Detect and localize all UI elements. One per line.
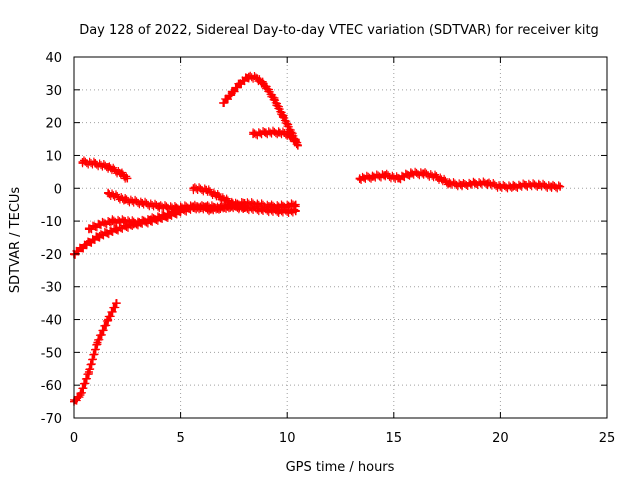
- data-point: [521, 180, 530, 189]
- y-tick-label: -50: [41, 346, 62, 361]
- data-point: [261, 128, 270, 137]
- x-tick-label: 5: [176, 431, 184, 446]
- y-tick-label: 30: [45, 84, 62, 99]
- y-tick-label: -30: [41, 281, 62, 296]
- x-tick-label: 25: [599, 431, 616, 446]
- data-point: [202, 185, 211, 194]
- data-point: [236, 79, 245, 88]
- data-point: [253, 74, 262, 83]
- data-point: [95, 220, 104, 229]
- plot-frame: [73, 56, 608, 419]
- data-point: [291, 136, 300, 145]
- data-point: [291, 207, 300, 216]
- data-point: [509, 182, 518, 191]
- data-point: [278, 112, 287, 121]
- data-point: [419, 169, 428, 178]
- data-point: [355, 174, 364, 183]
- data-point: [534, 180, 543, 189]
- data-point: [104, 315, 113, 324]
- data-point: [445, 179, 454, 188]
- y-tick-label: 20: [45, 117, 62, 132]
- y-tick-label: 40: [45, 51, 62, 66]
- data-point: [432, 172, 441, 181]
- y-tick-label: -10: [41, 215, 62, 230]
- data-point: [121, 217, 130, 226]
- data-point: [483, 179, 492, 188]
- data-point: [78, 158, 87, 167]
- chart-title: Day 128 of 2022, Sidereal Day-to-day VTE…: [79, 23, 599, 38]
- data-point: [556, 182, 565, 191]
- data-point: [138, 199, 147, 208]
- data-point: [189, 202, 198, 211]
- y-tick-label: -40: [41, 314, 62, 329]
- grid-layer: [74, 57, 607, 418]
- data-point: [146, 215, 155, 224]
- data-point: [240, 203, 249, 212]
- data-point: [95, 231, 104, 240]
- x-axis-label: GPS time / hours: [286, 460, 395, 475]
- y-tick-label: -60: [41, 379, 62, 394]
- data-point: [155, 202, 164, 211]
- data-point: [257, 205, 266, 214]
- y-tick-label: 10: [45, 149, 62, 164]
- y-tick-label: -20: [41, 248, 62, 263]
- data-point: [116, 169, 125, 178]
- data-point: [458, 180, 467, 189]
- data-point: [93, 338, 102, 347]
- data-point: [219, 98, 228, 107]
- data-point: [381, 171, 390, 180]
- data-point: [82, 240, 91, 249]
- data-point: [84, 368, 93, 377]
- data-point: [123, 174, 132, 183]
- data-point: [159, 212, 168, 221]
- data-point: [104, 189, 113, 198]
- data-point: [104, 162, 113, 171]
- data-point: [206, 205, 215, 214]
- series-arc-8: [249, 126, 300, 146]
- x-tick-label: 15: [386, 431, 403, 446]
- data-point: [227, 89, 236, 98]
- data-point: [470, 179, 479, 188]
- data-point: [261, 82, 270, 91]
- data-point: [406, 169, 415, 178]
- y-tick-label: 0: [54, 182, 62, 197]
- data-point: [394, 174, 403, 183]
- data-point: [112, 299, 121, 308]
- data-point: [249, 130, 258, 139]
- data-point: [270, 95, 279, 104]
- x-tick-label: 10: [279, 431, 296, 446]
- data-point: [172, 203, 181, 212]
- data-point: [108, 217, 117, 226]
- data-point: [227, 199, 236, 208]
- y-tick-label: -70: [41, 412, 62, 427]
- data-point: [274, 128, 283, 137]
- x-tick-label: 20: [492, 431, 509, 446]
- data-point: [274, 207, 283, 216]
- data-point: [244, 72, 253, 81]
- data-point: [84, 225, 93, 234]
- y-axis-label: SDTVAR / TECUs: [8, 187, 23, 294]
- data-point: [133, 218, 142, 227]
- data-point: [189, 184, 198, 193]
- data-point: [283, 130, 292, 139]
- series-arc-9: [355, 167, 565, 193]
- data-point: [368, 172, 377, 181]
- data-point: [214, 192, 223, 201]
- data-point: [121, 195, 130, 204]
- data-point: [496, 182, 505, 191]
- tick-labels: 0 5 10 15 20 25 -70 -60 -50 -40 -30 -20 -10 0 10 20 30 40: [41, 51, 616, 446]
- data-point: [76, 391, 85, 400]
- data-point: [547, 182, 556, 191]
- data-point: [91, 159, 100, 168]
- series-arc-5: [104, 188, 300, 218]
- x-tick-label: 0: [70, 431, 78, 446]
- series-arc-4: [78, 156, 132, 183]
- series-arc-6: [189, 183, 249, 213]
- ticks-layer: [73, 56, 608, 419]
